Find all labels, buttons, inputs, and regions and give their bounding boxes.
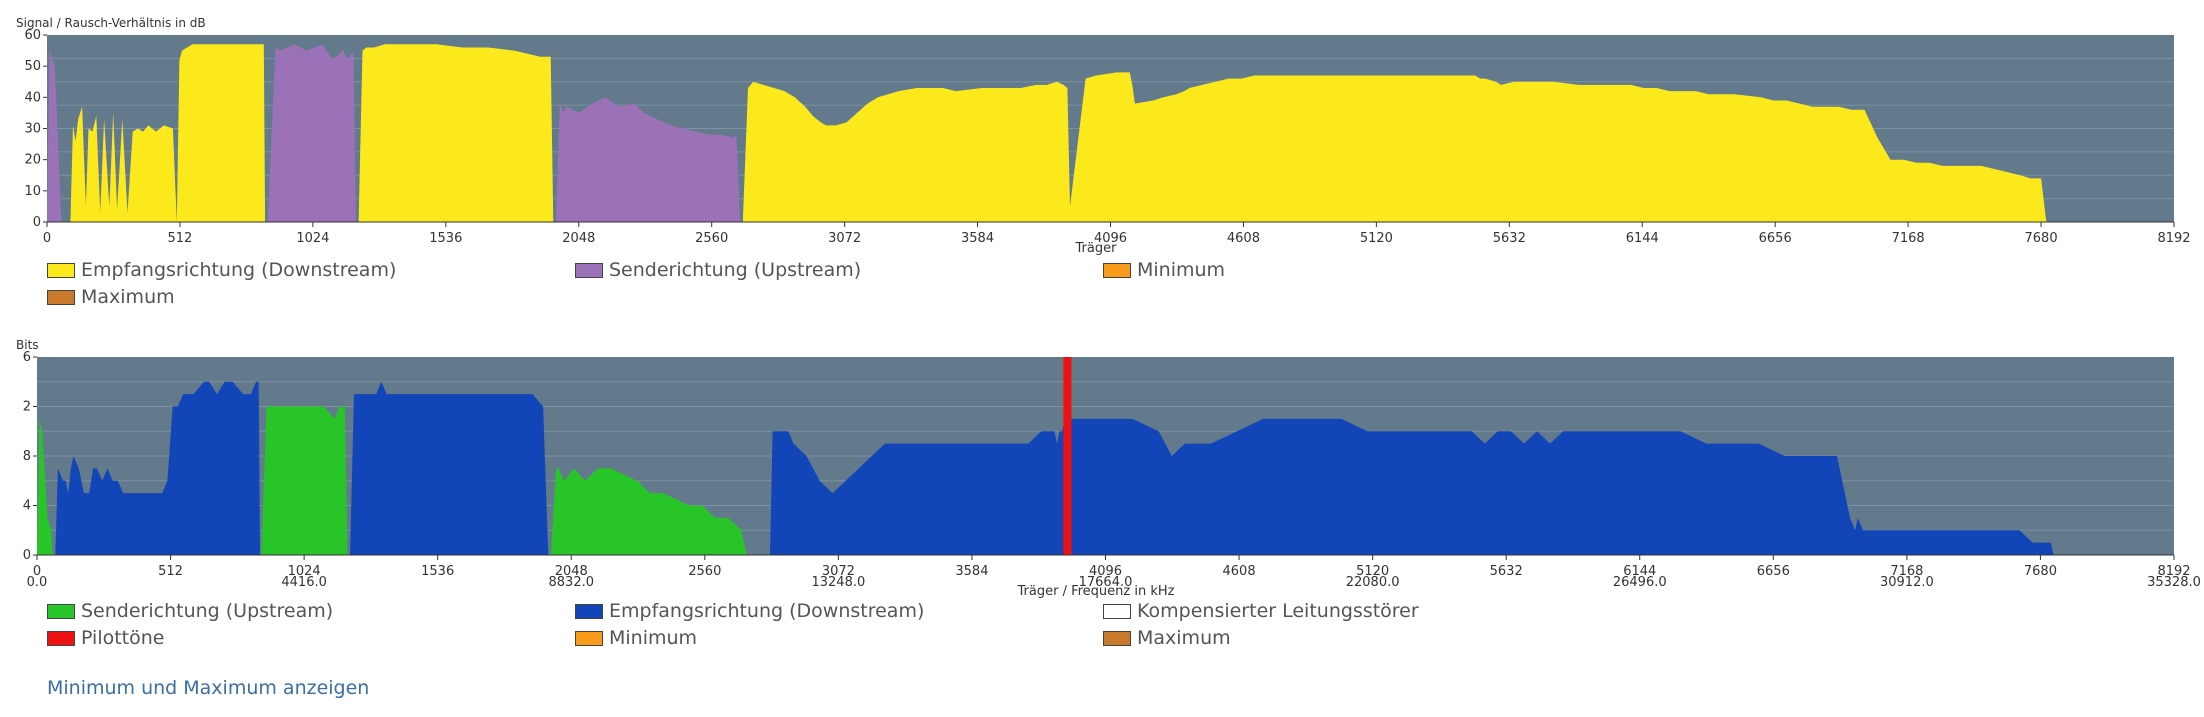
snr-series-area-3 — [358, 44, 554, 222]
bits-x-tick-label: 5632 — [1490, 564, 1523, 579]
bits-x-tick-label: 4096 — [1089, 564, 1122, 579]
snr-y-tick-label: 40 — [24, 90, 41, 105]
bits-freq-tick-label: 35328.0 — [2147, 575, 2201, 590]
bits-freq-tick-label: 4416.0 — [281, 575, 327, 590]
bits-freq-tick-label: 26496.0 — [1613, 575, 1667, 590]
snr-x-tick-label: 8192 — [2157, 231, 2190, 246]
bits-x-tick-label: 2560 — [688, 564, 721, 579]
snr-y-tick-label: 0 — [33, 215, 41, 230]
snr-x-tick-label: 2048 — [562, 231, 595, 246]
snr-x-tick-label: 2560 — [695, 231, 728, 246]
bits-x-tick-label: 7168 — [1890, 564, 1923, 579]
bits-freq-tick-label: 22080.0 — [1346, 575, 1400, 590]
bits-x-tick-label: 2048 — [555, 564, 588, 579]
bits-y-tick-label: 8 — [23, 449, 31, 464]
bits-x-tick-label: 7680 — [2024, 564, 2057, 579]
snr-x-tick-label: 4608 — [1227, 231, 1260, 246]
snr-x-axis-label: Träger — [1075, 241, 1118, 256]
snr-x-tick-label: 6656 — [1759, 231, 1792, 246]
bits-x-tick-label: 4608 — [1223, 564, 1256, 579]
snr-y-tick-label: 20 — [24, 153, 41, 168]
snr-series-area-5 — [742, 72, 2047, 223]
bits-y-axis-label: Bits — [16, 338, 39, 352]
bits-y-tick-label: 6 — [23, 350, 31, 365]
snr-chart: Signal / Rausch-Verhältnis in dB 0 512 102… — [16, 16, 2191, 256]
bits-x-tick-label: 3584 — [955, 564, 988, 579]
bits-series-area-2 — [261, 406, 348, 555]
show-min-max-link[interactable]: Minimum und Maximum anzeigen — [47, 677, 370, 699]
snr-x-tick-label: 4096 — [1094, 231, 1127, 246]
bits-x-tick-label: 1536 — [421, 564, 454, 579]
bits-freq-tick-label: 13248.0 — [811, 575, 865, 590]
bits-series-area-5 — [770, 418, 2054, 555]
snr-y-tick-label: 30 — [24, 122, 41, 137]
snr-series-area-0 — [47, 50, 62, 222]
snr-series-area-2 — [267, 44, 356, 222]
bits-y-tick-label: 4 — [23, 499, 31, 514]
snr-series-area-1 — [70, 44, 266, 222]
bits-freq-tick-label: 0.0 — [27, 575, 48, 590]
snr-x-tick-label: 7168 — [1892, 231, 1925, 246]
snr-y-tick-label: 60 — [24, 28, 41, 43]
bits-x-axis-label: Träger / Frequenz in kHz — [1017, 584, 1175, 599]
snr-x-tick-label: 7680 — [2025, 231, 2058, 246]
pilot-tone-marker — [1063, 357, 1072, 555]
bits-series-area-0 — [37, 418, 53, 555]
snr-x-tick-label: 512 — [168, 231, 193, 246]
bits-x-tick-label: 8192 — [2157, 564, 2190, 579]
bits-freq-tick-label: 30912.0 — [1880, 575, 1934, 590]
bits-y-tick-label: 0 — [23, 548, 31, 563]
bits-freq-tick-label: 8832.0 — [549, 575, 595, 590]
bits-series-area-4 — [550, 468, 747, 555]
snr-x-tick-label: 5632 — [1493, 231, 1526, 246]
snr-x-tick-label: 3072 — [828, 231, 861, 246]
bits-x-tick-label: 3072 — [822, 564, 855, 579]
bits-x-tick-label: 512 — [158, 564, 183, 579]
bits-y-tick-label: 2 — [23, 400, 31, 415]
snr-y-tick-label: 50 — [24, 59, 41, 74]
bits-freq-tick-label: 17664.0 — [1079, 575, 1133, 590]
snr-y-axis-label: Signal / Rausch-Verhältnis in dB — [16, 16, 206, 30]
snr-x-tick-label: 1024 — [296, 231, 329, 246]
bits-x-tick-label: 6144 — [1623, 564, 1656, 579]
bits-x-tick-label: 6656 — [1757, 564, 1790, 579]
snr-x-tick-label: 1536 — [429, 231, 462, 246]
bits-x-tick-label: 1024 — [288, 564, 321, 579]
bits-x-tick-label: 5120 — [1356, 564, 1389, 579]
snr-x-tick-label: 5120 — [1360, 231, 1393, 246]
snr-series-area-4 — [555, 97, 741, 222]
bits-series-area-3 — [350, 381, 549, 555]
snr-x-tick-label: 6144 — [1626, 231, 1659, 246]
bits-x-tick-label: 0 — [33, 564, 41, 579]
snr-x-tick-label: 3584 — [961, 231, 994, 246]
snr-x-tick-label: 0 — [43, 231, 51, 246]
snr-y-tick-label: 10 — [24, 184, 41, 199]
bits-chart: Bits 0 512 1024 1536 2048 2560 3072 3584 4096 460… — [16, 338, 2201, 599]
bits-series-area-1 — [55, 381, 260, 555]
